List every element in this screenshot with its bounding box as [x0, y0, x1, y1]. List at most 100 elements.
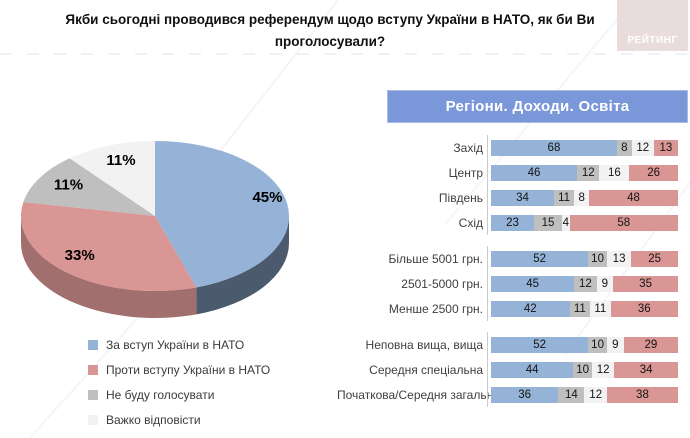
bar-group: Захід 68 8 12 13 Центр 46 12 16 26 Південь 34 11 8 48 С…: [337, 135, 688, 235]
bar-row: Центр 46 12 16 26: [337, 165, 688, 181]
legend-label: За вступ України в НАТО: [106, 337, 245, 352]
bar-segment: 44: [491, 362, 574, 378]
bar-segment: 48: [589, 190, 678, 206]
bar-row-label: Неповна вища, вища: [365, 338, 483, 352]
bar-segment: 10: [588, 251, 607, 267]
bar-segment: 34: [491, 190, 554, 206]
legend-swatch: [88, 364, 98, 375]
legend-swatch: [88, 414, 98, 425]
bar-row: 2501-5000 грн. 45 12 9 35: [337, 276, 688, 292]
bar-segment: 38: [606, 387, 678, 403]
bar-row: Захід 68 8 12 13: [337, 140, 688, 156]
bar-segment: 13: [606, 251, 632, 267]
bar-track: 36 14 12 38: [491, 387, 678, 403]
bar-row-label: Центр: [448, 166, 483, 180]
slide-title: Якби сьогодні проводився референдум щодо…: [65, 12, 595, 49]
bar-segment: 29: [623, 337, 678, 353]
bar-segment: 14: [558, 387, 585, 403]
pie-legend: За вступ України в НАТО Проти вступу Укра…: [88, 337, 270, 437]
legend-label: Важко відповісти: [106, 412, 201, 427]
pie-chart-svg: 45% 33% 11% 11%: [20, 141, 289, 318]
bar-segment: 68: [491, 140, 617, 156]
bar-row-label: Більше 5001 грн.: [388, 252, 483, 266]
bar-segment: 12: [577, 165, 600, 181]
bar-row-label: Початкова/Середня загальна: [337, 388, 500, 402]
bar-segment: 45: [491, 276, 575, 292]
pie-slice-side: [196, 216, 289, 315]
bar-track: 46 12 16 26: [491, 165, 678, 181]
bar-segment: 9: [606, 337, 624, 353]
bar-segment: 36: [491, 387, 559, 403]
bar-track: 34 11 8 48: [491, 190, 678, 206]
bar-segment: 12: [584, 387, 607, 403]
panel-header-banner: Регіони. Доходи. Освіта: [387, 90, 688, 123]
rating-logo: РЕЙТИНГ: [617, 0, 688, 51]
bar-row: Схід 23 15 4 58: [337, 215, 688, 231]
bar-segment: 12: [591, 362, 615, 378]
bar-segment: 11: [569, 301, 591, 317]
bar-track: 23 15 4 58: [491, 215, 678, 231]
bar-row: Більше 5001 грн. 52 10 13 25: [337, 251, 688, 267]
pie-slice: [69, 141, 155, 216]
bar-segment: 13: [653, 140, 678, 156]
bar-group: Більше 5001 грн. 52 10 13 25 2501-5000 грн. 45…: [337, 246, 688, 321]
bar-segment: 35: [613, 276, 678, 292]
pie-chart: 45% 33% 11% 11%: [12, 136, 312, 332]
bar-row: Початкова/Середня загальна 36 14 12 38: [337, 387, 688, 403]
legend-item: Не буду голосувати: [88, 387, 270, 402]
bar-track: 52 10 9 29: [491, 337, 678, 353]
bar-row: Середня спеціальна 44 10 12 34: [337, 362, 688, 378]
bar-row-label: Південь: [438, 191, 483, 205]
bar-row-label: 2501-5000 грн.: [401, 277, 483, 291]
legend-label: Проти вступу України в НАТО: [106, 362, 271, 377]
bar-row: Менше 2500 грн. 42 11 11 36: [337, 301, 688, 317]
bar-segment: 25: [631, 251, 678, 267]
bar-segment: 23: [491, 215, 534, 231]
bar-segment: 12: [574, 276, 597, 292]
bar-segment: 4: [562, 215, 570, 231]
bar-segment: 52: [491, 251, 589, 267]
legend-item: За вступ України в НАТО: [88, 337, 270, 352]
legend-item: Важко відповісти: [88, 412, 270, 427]
stacked-bar-chart: Захід 68 8 12 13 Центр 46 12 16 26 Південь 34 11 8 48 С…: [337, 135, 688, 423]
bar-segment: 9: [596, 276, 614, 292]
bar-segment: 15: [534, 215, 563, 231]
bar-track: 42 11 11 36: [491, 301, 678, 317]
bar-segment: 16: [599, 165, 630, 181]
legend-swatch: [88, 339, 98, 350]
bar-segment: 42: [491, 301, 570, 317]
bar-row-label: Захід: [453, 141, 483, 155]
legend-label: Не буду голосувати: [106, 387, 215, 402]
bar-segment: 8: [574, 190, 590, 206]
bar-segment: 34: [614, 362, 678, 378]
bar-group: Неповна вища, вища 52 10 9 29 Середня спеціал…: [337, 332, 688, 407]
bar-segment: 52: [491, 337, 589, 353]
background-dashed-line: [0, 53, 690, 55]
pie-slice-label: 33%: [65, 247, 95, 264]
bar-segment: 58: [569, 215, 678, 231]
bar-segment: 8: [616, 140, 632, 156]
bar-track: 44 10 12 34: [491, 362, 678, 378]
bar-segment: 11: [590, 301, 611, 317]
pie-slice-side: [21, 216, 197, 318]
pie-slice: [155, 141, 289, 288]
bar-segment: 36: [610, 301, 678, 317]
bar-row: Неповна вища, вища 52 10 9 29: [337, 337, 688, 353]
bar-track: 68 8 12 13: [491, 140, 678, 156]
bar-row-label: Схід: [458, 216, 483, 230]
bar-segment: 46: [491, 165, 578, 181]
bar-segment: 26: [629, 165, 678, 181]
bar-segment: 12: [631, 140, 654, 156]
legend-item: Проти вступу України в НАТО: [88, 362, 270, 377]
bar-segment: 10: [573, 362, 592, 378]
bar-segment: 11: [553, 190, 575, 206]
rating-logo-text: РЕЙТИНГ: [627, 35, 678, 46]
bar-row-label: Менше 2500 грн.: [388, 302, 483, 316]
bar-track: 52 10 13 25: [491, 251, 678, 267]
pie-slice-label: 11%: [54, 176, 83, 193]
pie-slice: [20, 201, 197, 291]
legend-swatch: [88, 389, 98, 400]
bar-track: 45 12 9 35: [491, 276, 678, 292]
bar-segment: 10: [588, 337, 607, 353]
